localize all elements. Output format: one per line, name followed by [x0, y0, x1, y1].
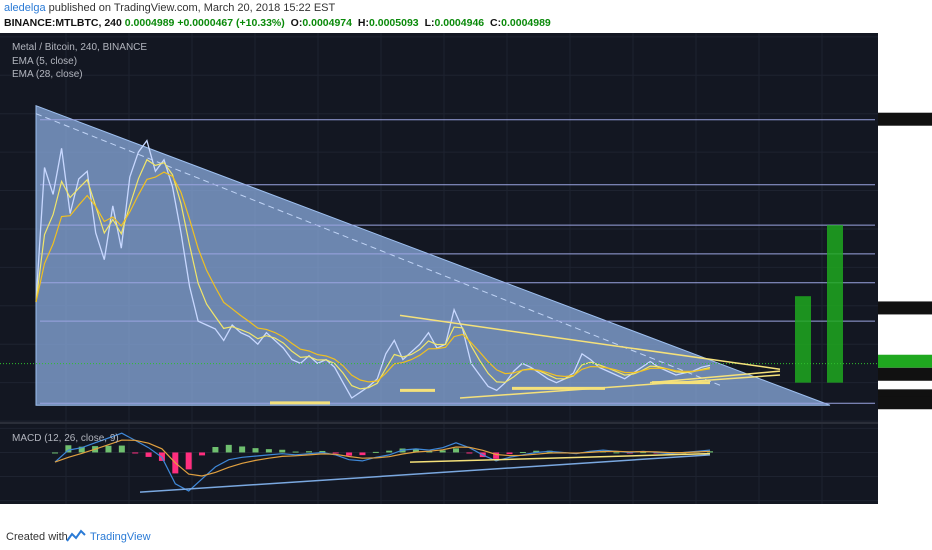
- macd-histogram-bar: [386, 450, 393, 453]
- macd-histogram-bar: [519, 452, 526, 454]
- price-axis-labels: [878, 112, 932, 410]
- macd-histogram-bar: [466, 452, 473, 454]
- macd-trendline[interactable]: [139, 454, 711, 493]
- triangle-drawing[interactable]: [35, 104, 831, 406]
- author-link[interactable]: aledelga: [4, 2, 46, 14]
- macd-histogram-bar: [279, 449, 286, 453]
- macd-line: [54, 432, 711, 492]
- trendline[interactable]: [649, 370, 781, 384]
- macd-histogram-bar: [292, 451, 299, 453]
- macd-histogram-bar: [372, 451, 379, 453]
- macd-histogram-bar: [78, 446, 85, 453]
- trendline[interactable]: [459, 374, 781, 399]
- macd-histogram-bar: [105, 445, 112, 453]
- high-value: 0.0005093: [369, 17, 419, 29]
- open-value: 0.0004974: [302, 17, 352, 29]
- price-line: [35, 139, 711, 399]
- legend-title: Metal / Bitcoin, 240, BINANCE: [12, 42, 147, 53]
- projection-boxes[interactable]: [795, 225, 843, 383]
- price-change: +0.0000467 (+10.33%): [177, 17, 285, 29]
- macd-pane: [0, 427, 878, 502]
- macd-histogram-bar: [239, 446, 246, 453]
- macd-histogram-bar: [65, 445, 72, 453]
- ema5-line: [35, 158, 711, 390]
- high-label: H:: [357, 17, 369, 29]
- last-price: 0.0004989: [124, 17, 175, 29]
- legend-ema5: EMA (5, close): [12, 56, 77, 67]
- trendlines[interactable]: [270, 314, 781, 405]
- price-label-box: [878, 354, 932, 368]
- price-label-box: [878, 396, 932, 410]
- time-axis[interactable]: [0, 504, 878, 525]
- trendline[interactable]: [399, 314, 781, 370]
- macd-histogram-bar: [212, 447, 219, 453]
- legend-ema28: EMA (28, close): [12, 69, 83, 80]
- created-with-text: Created with: [6, 531, 68, 543]
- macd-histogram-bar: [319, 450, 326, 453]
- tradingview-brand[interactable]: TradingView: [90, 531, 151, 543]
- price-axis-background: [878, 33, 932, 525]
- macd-histogram-bar: [613, 452, 620, 454]
- price-label-box: [878, 367, 932, 381]
- macd-histogram-bar: [412, 449, 419, 453]
- macd-histogram-bar: [252, 448, 259, 453]
- low-value: 0.0004946: [434, 17, 485, 29]
- tradingview-logo-icon[interactable]: [66, 529, 86, 543]
- low-label: L:: [424, 17, 435, 29]
- footer: Created with TradingView: [0, 525, 932, 550]
- chart-header: aledelga published on TradingView.com, M…: [0, 0, 932, 33]
- time-axis-background: [0, 504, 878, 525]
- publish-line: aledelga published on TradingView.com, M…: [4, 2, 335, 14]
- macd-histogram-bar: [145, 452, 152, 457]
- close-value: 0.0004989: [501, 17, 551, 29]
- published-text: published on TradingView.com, March 20, …: [48, 2, 336, 14]
- close-label: C:: [490, 17, 502, 29]
- price-label-box: [878, 112, 932, 126]
- projection-box[interactable]: [827, 225, 843, 383]
- macd-histogram-bar: [52, 452, 58, 454]
- macd-histogram-bar: [453, 448, 460, 453]
- macd-histogram-bar: [640, 452, 647, 454]
- macd-histogram-bar: [426, 451, 433, 453]
- macd-histogram-bar: [118, 445, 125, 453]
- signal-line: [54, 439, 711, 477]
- macd-histogram-bar: [359, 452, 366, 456]
- macd-histogram-bar: [265, 449, 272, 453]
- macd-histogram-bar: [506, 452, 513, 455]
- macd-histogram-bar: [132, 452, 139, 454]
- macd-histogram-bar: [199, 452, 206, 456]
- macd-trendline[interactable]: [409, 452, 711, 463]
- price-label-box: [878, 301, 932, 315]
- price-axis[interactable]: [878, 33, 932, 525]
- macd-histogram-bar: [332, 452, 339, 454]
- macd-histogram-bar: [533, 450, 540, 453]
- projection-box[interactable]: [795, 296, 811, 383]
- macd-histogram-bar: [439, 450, 446, 453]
- open-label: O:: [290, 17, 303, 29]
- symbol-interval: BINANCE:MTLBTC, 240: [4, 17, 122, 29]
- price-series: [0, 139, 878, 399]
- macd-histogram-bar: [493, 452, 500, 459]
- price-chart[interactable]: Metal / Bitcoin, 240, BINANCE EMA (5, cl…: [0, 33, 932, 525]
- ema28-line: [35, 171, 711, 383]
- ohlc-line: BINANCE:MTLBTC, 240 0.0004989 +0.0000467…: [4, 17, 551, 29]
- triangle-median-line: [35, 113, 721, 386]
- macd-histogram-bar: [225, 444, 232, 453]
- legend-macd: MACD (12, 26, close, 9): [12, 433, 119, 444]
- macd-histogram-bar: [185, 452, 192, 470]
- macd-histogram-bar: [305, 451, 312, 453]
- macd-histogram-bar: [346, 452, 353, 456]
